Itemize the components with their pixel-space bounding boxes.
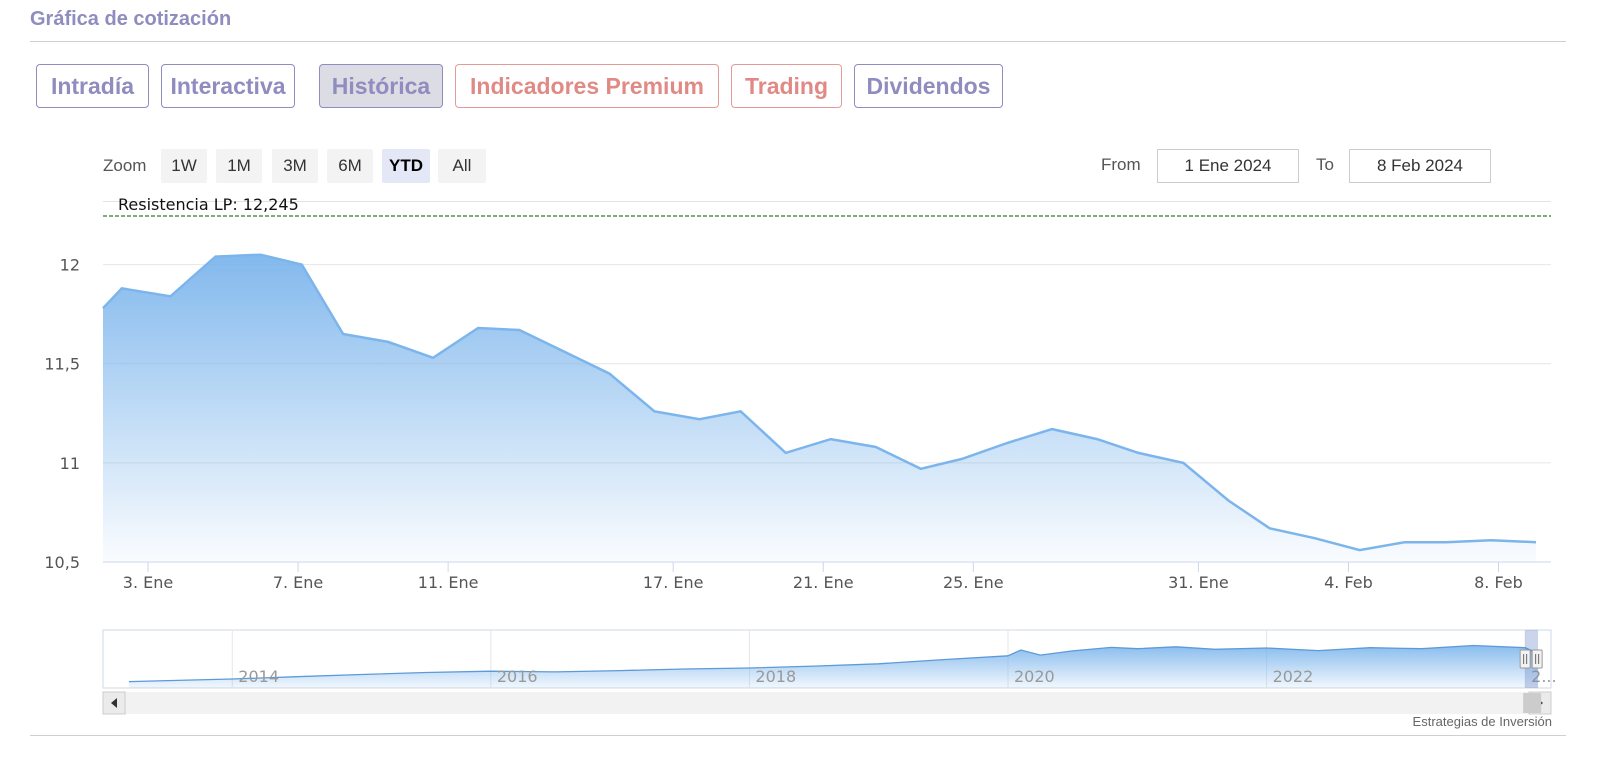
y-tick-label: 11: [60, 454, 80, 473]
x-tick-label: 17. Ene: [643, 573, 704, 592]
navigator-year-label: 2...: [1531, 667, 1556, 686]
bottom-divider: [30, 735, 1566, 736]
tab-dividendos[interactable]: Dividendos: [854, 64, 1003, 108]
price-line: [102, 253, 1537, 552]
scrollbar-left-button: [102, 691, 126, 715]
title-divider: [30, 41, 1566, 42]
y-tick-label: 10,5: [44, 553, 80, 572]
navigator-area: [128, 645, 1539, 688]
navigator-year-label: 2018: [755, 667, 796, 686]
zoom-label: Zoom: [103, 156, 147, 175]
scroll-left-icon: [111, 698, 117, 708]
scrollbar-thumb: [1523, 693, 1542, 713]
tab-historica[interactable]: Histórica: [319, 64, 443, 108]
tab-indicadores-premium[interactable]: Indicadores Premium: [455, 64, 719, 108]
range-to-input[interactable]: 8 Feb 2024: [1349, 149, 1491, 183]
tab-trading[interactable]: Trading: [731, 64, 842, 108]
navigator-frame: [102, 629, 1552, 689]
y-tick-label: 11,5: [44, 355, 80, 374]
range-from-input[interactable]: 1 Ene 2024: [1157, 149, 1299, 183]
x-tick-label: 8. Feb: [1474, 573, 1523, 592]
x-tick-label: 3. Ene: [123, 573, 173, 592]
navigator: 2014 2016 2018 2020 2022 2...: [102, 629, 1557, 715]
navigator-handle-left: [1519, 649, 1531, 669]
resistance-label: Resistencia LP: 12,245: [118, 195, 299, 214]
navigator-line: [128, 644, 1539, 683]
chart-top-border: [103, 201, 1551, 202]
x-tick-label: 4. Feb: [1324, 573, 1373, 592]
x-tick-label: 25. Ene: [943, 573, 1004, 592]
scrollbar-right-button: [1528, 691, 1552, 715]
zoom-ytd-button[interactable]: YTD: [382, 149, 430, 183]
range-from-label: From: [1101, 155, 1141, 174]
price-area: [103, 254, 1536, 562]
x-tick-label: 21. Ene: [793, 573, 854, 592]
navigator-handle-right: [1531, 649, 1543, 669]
x-tick-label: 7. Ene: [273, 573, 323, 592]
range-to-label: To: [1316, 155, 1334, 174]
x-tick-label: 11. Ene: [418, 573, 479, 592]
x-tick-label: 31. Ene: [1168, 573, 1229, 592]
chart-credit: Estrategias de Inversión: [1412, 714, 1552, 729]
zoom-all-button[interactable]: All: [438, 149, 486, 183]
navigator-year-label: 2020: [1014, 667, 1055, 686]
navigator-selection: [1525, 630, 1539, 688]
section-title: Gráfica de cotización: [30, 8, 232, 30]
zoom-3m-button[interactable]: 3M: [272, 149, 318, 183]
zoom-6m-button[interactable]: 6M: [327, 149, 373, 183]
zoom-1m-button[interactable]: 1M: [216, 149, 262, 183]
tab-intradia[interactable]: Intradía: [36, 64, 149, 108]
scroll-right-icon: [1537, 698, 1543, 708]
zoom-1w-button[interactable]: 1W: [161, 149, 207, 183]
navigator-year-label: 2022: [1273, 667, 1314, 686]
y-tick-label: 12: [60, 256, 80, 275]
scrollbar-track: [103, 692, 1551, 714]
tab-interactiva[interactable]: Interactiva: [161, 64, 295, 108]
navigator-year-label: 2014: [238, 667, 279, 686]
navigator-year-label: 2016: [497, 667, 538, 686]
